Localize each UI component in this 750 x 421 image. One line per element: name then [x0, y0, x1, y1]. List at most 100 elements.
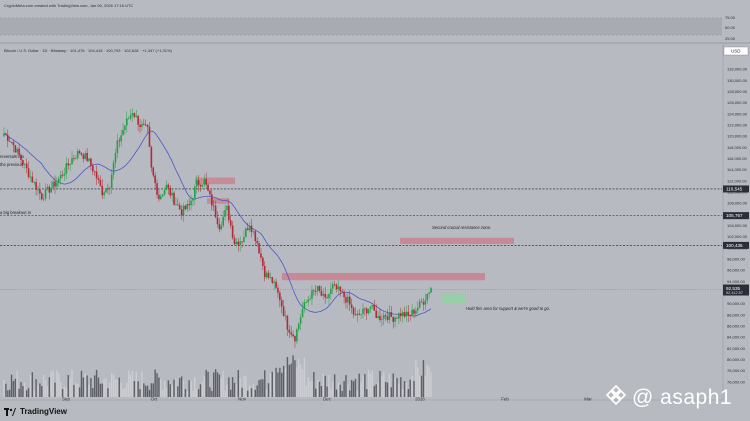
volume-bar — [230, 389, 232, 397]
volume-bar — [394, 378, 396, 397]
x-tick-label: Feb — [501, 397, 509, 402]
candle-body — [396, 317, 398, 319]
volume-bar — [67, 375, 69, 397]
candle-body — [241, 241, 243, 243]
volume-bar — [14, 378, 17, 397]
candle-body — [388, 312, 391, 320]
candle-body — [156, 183, 158, 195]
candle-body — [320, 290, 323, 296]
candle-body — [377, 316, 379, 318]
volume-bar — [398, 383, 400, 397]
last-price-sublabel: 92,412.57 — [726, 291, 743, 295]
volume-bar — [413, 380, 415, 397]
volume-bar — [8, 389, 11, 397]
volume-bar — [78, 387, 81, 397]
volume-bar — [256, 385, 258, 397]
candle-body — [277, 287, 279, 293]
volume-bar — [10, 374, 13, 397]
key-level-label: 110,545 — [726, 187, 743, 192]
volume-bar — [415, 359, 417, 397]
volume-bar — [61, 389, 64, 397]
volume-bar — [417, 367, 419, 397]
candle-body — [424, 300, 427, 305]
candle-body — [207, 184, 209, 191]
candle-body — [137, 115, 139, 125]
volume-bar — [135, 371, 137, 397]
x-tick-label: Mar — [584, 397, 592, 402]
candle-body — [67, 163, 70, 166]
candle-body — [341, 291, 343, 293]
candle-body — [133, 113, 136, 117]
candle-body — [192, 198, 194, 201]
candle-body — [375, 310, 378, 318]
candle-body — [384, 315, 387, 317]
volume-bar — [347, 383, 349, 397]
key-level-label: 100,436 — [726, 243, 743, 248]
candle-body — [86, 153, 88, 161]
candle-body — [356, 313, 359, 316]
candle-body — [63, 173, 66, 176]
x-tick-label: Dec — [323, 397, 332, 402]
currency-box — [723, 46, 749, 56]
candle-body — [29, 176, 32, 178]
volume-bar — [7, 390, 9, 397]
candle-body — [182, 205, 185, 216]
volume-bar — [311, 380, 313, 397]
candle-body — [203, 178, 206, 185]
candle-body — [224, 209, 226, 217]
candle-body — [78, 151, 81, 154]
volume-bar — [148, 389, 151, 397]
tradingview-brand[interactable]: TradingView — [4, 407, 67, 416]
candle-body — [290, 332, 292, 335]
candle-body — [399, 313, 402, 317]
binance-diamond-icon — [605, 384, 627, 411]
volume-bar — [343, 381, 345, 397]
candle-body — [286, 315, 289, 330]
candle-body — [5, 133, 7, 135]
volume-bar — [137, 381, 139, 397]
volume-bar — [269, 373, 272, 397]
volume-bar — [222, 370, 224, 397]
volume-bar — [71, 369, 73, 397]
volume-bar — [158, 377, 160, 397]
candle-body — [65, 163, 68, 174]
candle-body — [409, 315, 412, 316]
left-note-3: a big breakout in — [0, 210, 32, 215]
candle-body — [316, 286, 319, 292]
volume-bar — [97, 377, 100, 397]
candle-body — [54, 181, 56, 187]
candle-body — [420, 301, 423, 303]
candle-body — [246, 228, 249, 231]
volume-bar — [18, 388, 20, 397]
volume-bar — [112, 374, 115, 397]
volume-bar — [179, 378, 181, 397]
volume-bar — [173, 379, 175, 397]
tradingview-logo-icon — [4, 407, 16, 416]
volume-bar — [37, 384, 39, 397]
candle-body — [369, 306, 372, 310]
candle-body — [411, 309, 413, 316]
volume-bar — [333, 374, 336, 397]
candle-body — [296, 329, 298, 342]
moving-average-line — [3, 130, 432, 317]
candle-body — [392, 316, 395, 322]
candle-body — [226, 205, 228, 210]
volume-bar — [127, 370, 130, 397]
candle-body — [258, 243, 260, 254]
volume-bar — [301, 369, 304, 397]
volume-bar — [237, 370, 239, 397]
tradingview-label: TradingView — [20, 407, 67, 416]
volume-bar — [233, 382, 236, 397]
volume-bar — [110, 372, 113, 397]
volume-bar — [403, 381, 406, 397]
candle-body — [275, 281, 277, 288]
candle-body — [141, 124, 143, 128]
rsi-tick-label: 50.00 — [725, 25, 736, 30]
volume-bar — [44, 380, 47, 397]
candle-body — [148, 126, 151, 147]
candle-body — [265, 272, 268, 278]
volume-bar — [20, 382, 22, 397]
candle-body — [73, 158, 75, 159]
volume-bar — [390, 387, 393, 397]
candle-body — [146, 125, 149, 127]
